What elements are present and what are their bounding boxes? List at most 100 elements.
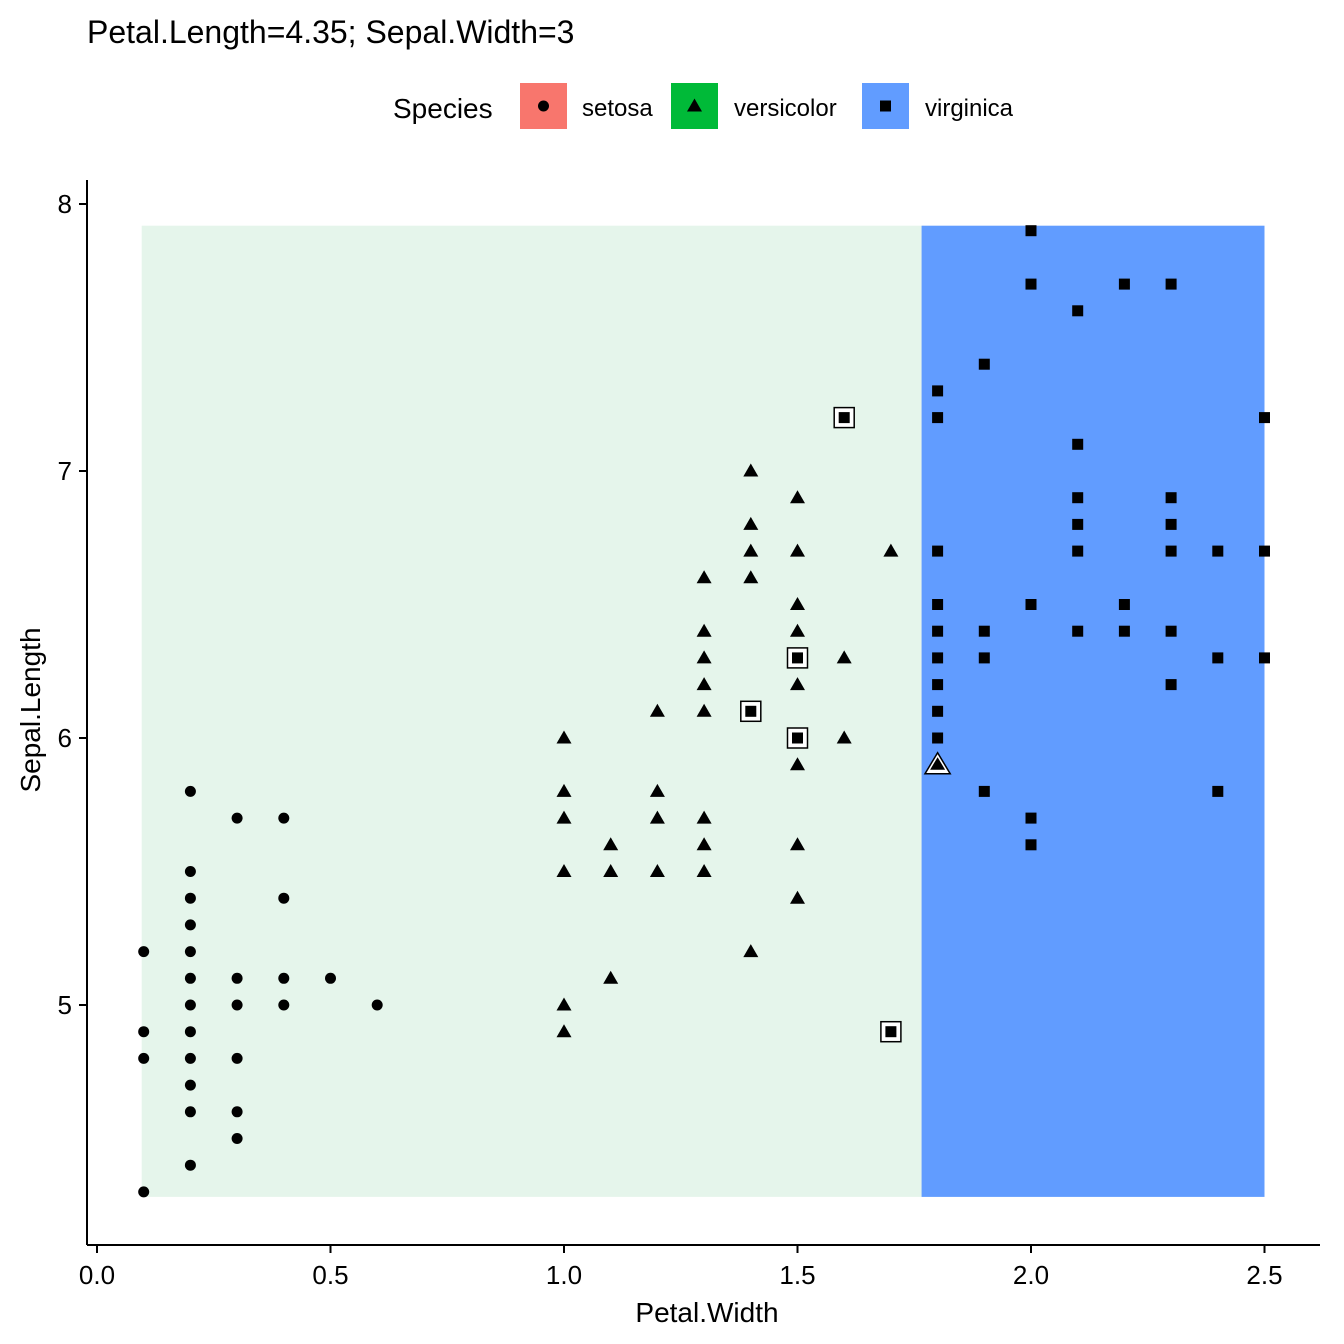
point-versicolor: [603, 837, 619, 851]
point-versicolor: [790, 597, 805, 610]
point-virginica: [1118, 278, 1130, 290]
point-versicolor: [603, 970, 619, 984]
point-virginica: [932, 625, 944, 637]
chart-title: Petal.Length=4.35; Sepal.Width=3: [87, 14, 574, 50]
point-versicolor: [790, 543, 805, 557]
point-setosa: [371, 999, 383, 1011]
data-points: [138, 225, 1270, 1198]
legend-title: Species: [393, 93, 493, 124]
point-setosa: [184, 1026, 196, 1038]
point-versicolor: [556, 997, 572, 1011]
point-virginica: [1072, 305, 1084, 317]
point-virginica: [1165, 278, 1177, 290]
point-virginica: [1072, 625, 1084, 637]
point-virginica: [1072, 492, 1084, 504]
point-virginica: [1025, 839, 1037, 851]
point-versicolor: [696, 810, 712, 824]
point-virginica: [932, 599, 944, 610]
legend-label-versicolor: versicolor: [734, 95, 837, 122]
point-versicolor: [556, 783, 572, 797]
point-versicolor: [743, 543, 759, 557]
point-setosa: [231, 812, 243, 824]
point-versicolor: [649, 783, 665, 797]
decision-regions: [141, 225, 1265, 1197]
point-versicolor: [743, 570, 759, 584]
legend: Species setosa versicolor virginica: [393, 83, 1014, 129]
point-virginica: [1165, 545, 1177, 557]
point-setosa: [138, 1186, 150, 1198]
point-versicolor: [649, 810, 665, 824]
legend-symbol-setosa: [538, 100, 549, 112]
point-setosa: [278, 972, 290, 984]
point-versicolor: [883, 543, 899, 557]
legend-symbol-versicolor: [687, 98, 702, 112]
point-virginica: [1165, 492, 1177, 504]
legend-symbol-virginica: [880, 100, 891, 112]
point-versicolor: [649, 703, 665, 717]
point-virginica: [932, 732, 944, 744]
x-tick-label: 0.5: [312, 1260, 348, 1290]
point-virginica: [1259, 412, 1270, 424]
point-virginica: [1259, 652, 1270, 664]
point-setosa: [184, 919, 196, 931]
point-virginica: [1025, 812, 1037, 824]
point-versicolor: [556, 730, 572, 744]
point-virginica: [1118, 599, 1130, 610]
point-versicolor: [696, 570, 712, 584]
region-virginica: [921, 225, 1265, 1197]
point-setosa: [278, 892, 290, 904]
point-virginica: [978, 358, 990, 370]
point-virginica: [1025, 278, 1037, 290]
point-setosa: [138, 1026, 150, 1038]
y-tick-label: 8: [58, 189, 72, 219]
point-virginica: [978, 625, 990, 637]
point-setosa: [231, 1106, 243, 1118]
point-virginica-highlighted: [885, 1026, 897, 1038]
point-virginica-highlighted: [792, 732, 803, 744]
point-virginica: [1118, 625, 1130, 637]
y-tick-label: 5: [58, 990, 72, 1020]
point-versicolor: [556, 1024, 572, 1038]
point-setosa: [184, 999, 196, 1011]
point-virginica: [932, 545, 944, 557]
x-tick-label: 1.0: [546, 1260, 582, 1290]
point-setosa: [184, 892, 196, 904]
point-versicolor: [649, 864, 665, 877]
point-virginica: [978, 652, 990, 664]
point-setosa: [184, 1079, 196, 1091]
point-virginica: [978, 785, 990, 797]
point-virginica: [932, 679, 944, 691]
point-versicolor: [743, 463, 759, 477]
point-setosa: [184, 946, 196, 958]
point-virginica: [932, 705, 944, 717]
point-virginica: [932, 412, 944, 424]
point-virginica: [1212, 785, 1224, 797]
point-virginica-highlighted: [745, 705, 757, 717]
point-versicolor: [790, 757, 805, 771]
point-setosa: [231, 999, 243, 1011]
point-virginica: [932, 385, 944, 397]
point-versicolor: [696, 703, 712, 717]
point-setosa: [184, 785, 196, 797]
y-tick-label: 7: [58, 456, 72, 486]
y-tick-label: 6: [58, 723, 72, 753]
point-virginica: [1212, 652, 1224, 664]
point-versicolor: [696, 650, 712, 664]
point-virginica: [1025, 599, 1037, 610]
point-versicolor: [790, 890, 805, 904]
point-versicolor: [836, 730, 852, 744]
point-virginica: [1072, 438, 1084, 450]
point-setosa: [184, 1159, 196, 1171]
point-versicolor: [556, 810, 572, 824]
point-versicolor: [696, 837, 712, 851]
point-versicolor: [556, 864, 572, 877]
point-setosa: [325, 972, 336, 984]
point-setosa: [278, 999, 290, 1011]
point-versicolor: [790, 837, 805, 851]
x-tick-label: 2.0: [1013, 1260, 1049, 1290]
point-virginica: [1025, 225, 1037, 237]
point-setosa: [278, 812, 290, 824]
x-tick-label: 0.0: [79, 1260, 115, 1290]
point-versicolor: [790, 490, 805, 504]
